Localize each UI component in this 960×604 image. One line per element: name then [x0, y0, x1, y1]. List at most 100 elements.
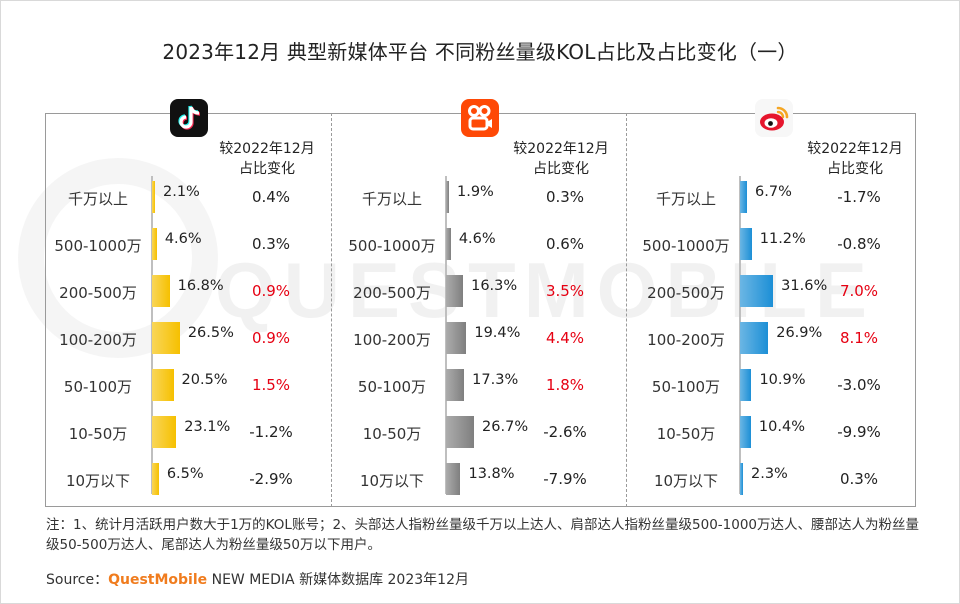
category-label: 千万以上 — [361, 190, 422, 208]
value-label: 2.1% — [163, 184, 200, 200]
value-label: 26.5% — [187, 325, 234, 341]
category-label: 10-50万 — [656, 425, 716, 443]
bar-row: 500-1000万 4.6% 0.3% — [46, 223, 336, 270]
change-label: 0.3% — [839, 470, 879, 488]
bar-row: 10-50万 23.1% -1.2% — [46, 411, 336, 458]
value-label: 26.9% — [776, 325, 823, 341]
kuaishou-icon — [461, 99, 499, 137]
bar-row: 200-500万 16.3% 3.5% — [340, 270, 630, 317]
bar — [740, 369, 752, 401]
bar — [152, 463, 159, 495]
source-suffix: NEW MEDIA 新媒体数据库 2023年12月 — [207, 572, 469, 588]
value-label: 4.6% — [164, 231, 202, 247]
change-header: 较2022年12月 占比变化 — [212, 139, 322, 179]
change-header-line2: 占比变化 — [239, 161, 295, 177]
bar-row: 10-50万 26.7% -2.6% — [340, 411, 630, 458]
bar-row: 50-100万 20.5% 1.5% — [46, 364, 336, 411]
category-label: 10-50万 — [68, 425, 128, 443]
bar — [446, 228, 451, 260]
douyin-icon — [170, 99, 208, 137]
bar-row: 千万以上 1.9% 0.3% — [340, 176, 630, 223]
bar — [152, 275, 170, 307]
category-label: 200-500万 — [647, 284, 725, 302]
category-label: 千万以上 — [655, 190, 716, 208]
change-label: 7.0% — [839, 282, 879, 300]
change-label: -1.7% — [837, 188, 881, 206]
category-label: 10万以下 — [359, 472, 425, 490]
change-label: -3.0% — [837, 376, 881, 394]
bar-row: 200-500万 31.6% 7.0% — [634, 270, 924, 317]
value-label: 31.6% — [781, 278, 828, 294]
bar-row: 10万以下 6.5% -2.9% — [46, 458, 336, 505]
bar-row: 100-200万 19.4% 4.4% — [340, 317, 630, 364]
category-label: 50-100万 — [651, 378, 721, 396]
bar — [740, 463, 743, 495]
value-label: 6.5% — [166, 466, 204, 482]
change-header-line1: 较2022年12月 — [219, 141, 315, 157]
change-label: -2.6% — [543, 423, 587, 441]
category-label: 50-100万 — [63, 378, 133, 396]
bar-row: 100-200万 26.9% 8.1% — [634, 317, 924, 364]
change-label: 1.5% — [251, 376, 291, 394]
change-label: 8.1% — [839, 329, 879, 347]
value-label: 4.6% — [458, 231, 496, 247]
bar-row: 10-50万 10.4% -9.9% — [634, 411, 924, 458]
value-label: 16.3% — [471, 278, 518, 294]
bar — [446, 275, 464, 307]
category-label: 10万以下 — [653, 472, 719, 490]
category-label: 10-50万 — [362, 425, 422, 443]
weibo-icon — [755, 99, 793, 137]
change-header-line2: 占比变化 — [827, 161, 883, 177]
bar — [152, 322, 180, 354]
change-label: -2.9% — [249, 470, 293, 488]
change-header-line1: 较2022年12月 — [807, 141, 903, 157]
bar — [446, 181, 449, 213]
bar — [446, 322, 467, 354]
change-label: -9.9% — [837, 423, 881, 441]
change-label: 0.3% — [545, 188, 585, 206]
bar — [740, 416, 751, 448]
category-label: 500-1000万 — [54, 237, 142, 255]
bar-row: 50-100万 17.3% 1.8% — [340, 364, 630, 411]
category-label: 500-1000万 — [642, 237, 730, 255]
change-header-line2: 占比变化 — [533, 161, 589, 177]
category-label: 千万以上 — [67, 190, 128, 208]
value-label: 2.3% — [751, 466, 788, 482]
panel-weibo: 较2022年12月 占比变化 千万以上 6.7% -1.7% 500-1000万 11.… — [634, 99, 924, 507]
change-label: 0.6% — [545, 235, 585, 253]
panel-divider — [331, 113, 332, 507]
category-label: 10万以下 — [65, 472, 131, 490]
value-label: 19.4% — [474, 325, 521, 341]
bar — [152, 228, 157, 260]
change-label: 4.4% — [545, 329, 585, 347]
bar — [152, 181, 155, 213]
change-label: 1.8% — [545, 376, 585, 394]
category-label: 500-1000万 — [348, 237, 436, 255]
change-header: 较2022年12月 占比变化 — [800, 139, 910, 179]
value-label: 20.5% — [181, 372, 228, 388]
change-label: -1.2% — [249, 423, 293, 441]
category-label: 100-200万 — [647, 331, 725, 349]
bar — [152, 369, 174, 401]
change-label: -0.8% — [837, 235, 881, 253]
value-label: 23.1% — [184, 419, 231, 435]
bar — [740, 322, 769, 354]
panel-douyin: 较2022年12月 占比变化 千万以上 2.1% 0.4% 500-1000万 4.6%… — [46, 99, 336, 507]
panel-divider — [626, 113, 627, 507]
bar — [740, 181, 748, 213]
value-label: 26.7% — [482, 419, 529, 435]
category-label: 100-200万 — [59, 331, 137, 349]
footnote: 注：1、统计月活跃用户数大于1万的KOL账号；2、头部达人指粉丝量级千万以上达人… — [46, 517, 920, 553]
bar-row: 千万以上 2.1% 0.4% — [46, 176, 336, 223]
bar — [740, 275, 774, 307]
value-label: 6.7% — [755, 184, 792, 200]
change-header: 较2022年12月 占比变化 — [506, 139, 616, 179]
bar-row: 千万以上 6.7% -1.7% — [634, 176, 924, 223]
change-label: 0.9% — [251, 329, 291, 347]
bar-row: 10万以下 13.8% -7.9% — [340, 458, 630, 505]
category-label: 100-200万 — [353, 331, 431, 349]
change-label: 3.5% — [545, 282, 585, 300]
source-brand: QuestMobile — [108, 572, 208, 588]
bar — [446, 416, 475, 448]
bar-row: 500-1000万 11.2% -0.8% — [634, 223, 924, 270]
